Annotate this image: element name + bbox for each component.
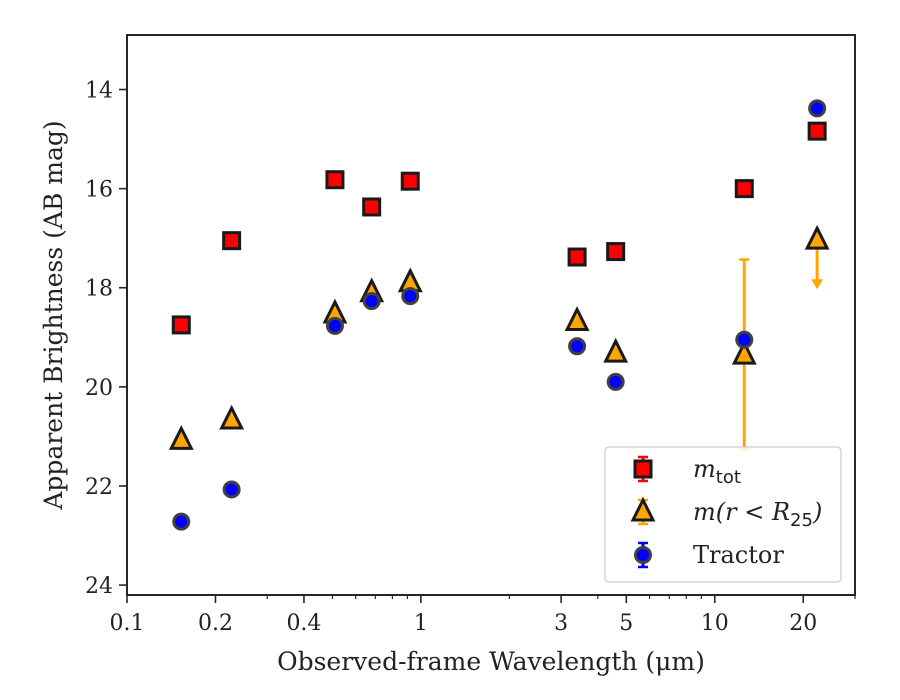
legend-label: m(r < R25) <box>693 498 822 531</box>
y-tick-label: 24 <box>85 574 113 599</box>
series-1 <box>168 224 830 451</box>
data-point <box>362 197 382 217</box>
plot-area <box>168 99 830 531</box>
legend-marker <box>633 459 653 479</box>
series-0 <box>171 121 827 335</box>
data-point <box>734 179 754 199</box>
data-point <box>400 171 420 191</box>
x-tick-label: 3 <box>554 611 568 636</box>
data-point <box>567 247 587 267</box>
legend-label: Tractor <box>693 541 784 569</box>
legend-box <box>604 446 842 583</box>
data-point <box>735 330 754 349</box>
plot-frame <box>126 34 856 596</box>
upper-limit-arrow <box>811 279 824 290</box>
data-point <box>325 316 344 335</box>
data-point <box>807 121 827 141</box>
x-tick-label: 10 <box>701 611 729 636</box>
y-tick-label: 20 <box>85 376 113 401</box>
y-tick-label: 18 <box>85 277 113 302</box>
data-point <box>172 512 191 531</box>
y-tick-label: 14 <box>85 79 113 104</box>
series-2 <box>172 99 827 531</box>
x-tick-label: 0.1 <box>110 611 145 636</box>
data-point <box>222 480 241 499</box>
data-point <box>325 170 345 190</box>
x-tick-label: 1 <box>414 611 428 636</box>
data-point <box>808 99 827 118</box>
data-point <box>606 372 625 391</box>
data-point <box>568 337 587 356</box>
axes: 0.1 0.2 0.4 1 3 5 10 20 14 16 18 20 22 24 <box>85 34 856 636</box>
data-point <box>606 242 626 262</box>
y-axis-title: Apparent Brightness (AB mag) <box>39 120 68 510</box>
legend-marker <box>634 546 652 564</box>
data-point <box>564 306 590 331</box>
x-tick-label: 5 <box>619 611 633 636</box>
x-tick-label: 0.4 <box>286 611 321 636</box>
data-point <box>401 287 420 306</box>
data-point <box>222 231 242 251</box>
x-tick-label: 20 <box>789 611 817 636</box>
legend: mtot m(r < R25) Tractor <box>604 446 842 583</box>
data-point <box>168 425 194 450</box>
legend-label: mtot <box>693 455 741 488</box>
data-point <box>603 337 629 363</box>
x-axis-title: Observed-frame Wavelength (μm) <box>277 647 705 676</box>
data-point <box>804 224 830 250</box>
y-tick-label: 22 <box>85 475 113 500</box>
data-point <box>731 339 757 365</box>
data-point <box>171 315 191 335</box>
legend-marker <box>630 496 656 522</box>
data-point <box>219 404 245 430</box>
data-point <box>362 292 381 311</box>
x-tick-label: 0.2 <box>198 611 233 636</box>
y-tick-label: 16 <box>85 178 113 203</box>
